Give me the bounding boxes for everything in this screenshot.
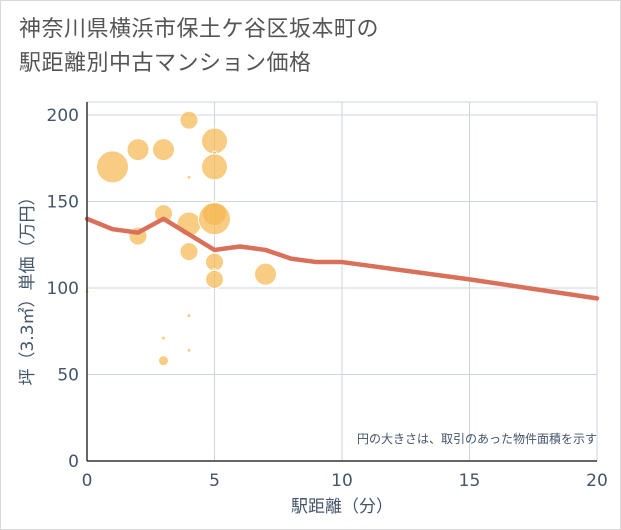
data-point <box>179 242 199 262</box>
data-point <box>201 153 228 181</box>
data-point <box>186 347 192 353</box>
x-tick-label: 0 <box>82 471 93 491</box>
y-axis-label: 坪（3.3㎡）単価（万円） <box>18 188 38 385</box>
x-tick-label: 20 <box>586 471 608 491</box>
x-tick-label: 15 <box>459 471 481 491</box>
data-point <box>152 138 175 162</box>
size-legend-note: 円の大きさは、取引のあった物件面積を示す <box>357 431 597 446</box>
data-point <box>186 174 192 180</box>
x-tick-label: 5 <box>209 471 220 491</box>
chart-title: 神奈川県横浜市保土ケ谷区坂本町の 駅距離別中古マンション価格 <box>19 13 379 81</box>
data-point <box>126 138 150 162</box>
data-point <box>161 335 166 341</box>
data-point <box>154 204 173 224</box>
data-point <box>186 313 192 319</box>
chart-title-line1: 神奈川県横浜市保土ケ谷区坂本町の <box>19 17 380 42</box>
bubble-series <box>84 110 277 367</box>
grid-lines <box>86 101 598 462</box>
y-tick-label: 0 <box>68 452 79 472</box>
trend-line <box>84 216 600 301</box>
y-tick-label: 50 <box>57 366 79 386</box>
x-tick-label: 10 <box>331 471 353 491</box>
data-point <box>158 355 169 367</box>
chart-title-line2: 駅距離別中古マンション価格 <box>19 51 312 76</box>
data-point <box>254 262 277 286</box>
y-tick-label: 200 <box>47 106 79 126</box>
data-point <box>205 269 224 289</box>
y-tick-label: 100 <box>47 279 79 299</box>
x-axis-label: 駅距離（分） <box>291 497 393 517</box>
trend-series <box>84 216 600 301</box>
data-point <box>198 202 231 236</box>
y-tick-label: 150 <box>47 193 79 213</box>
data-point <box>201 127 228 155</box>
data-point <box>96 150 129 184</box>
data-point <box>179 110 199 130</box>
